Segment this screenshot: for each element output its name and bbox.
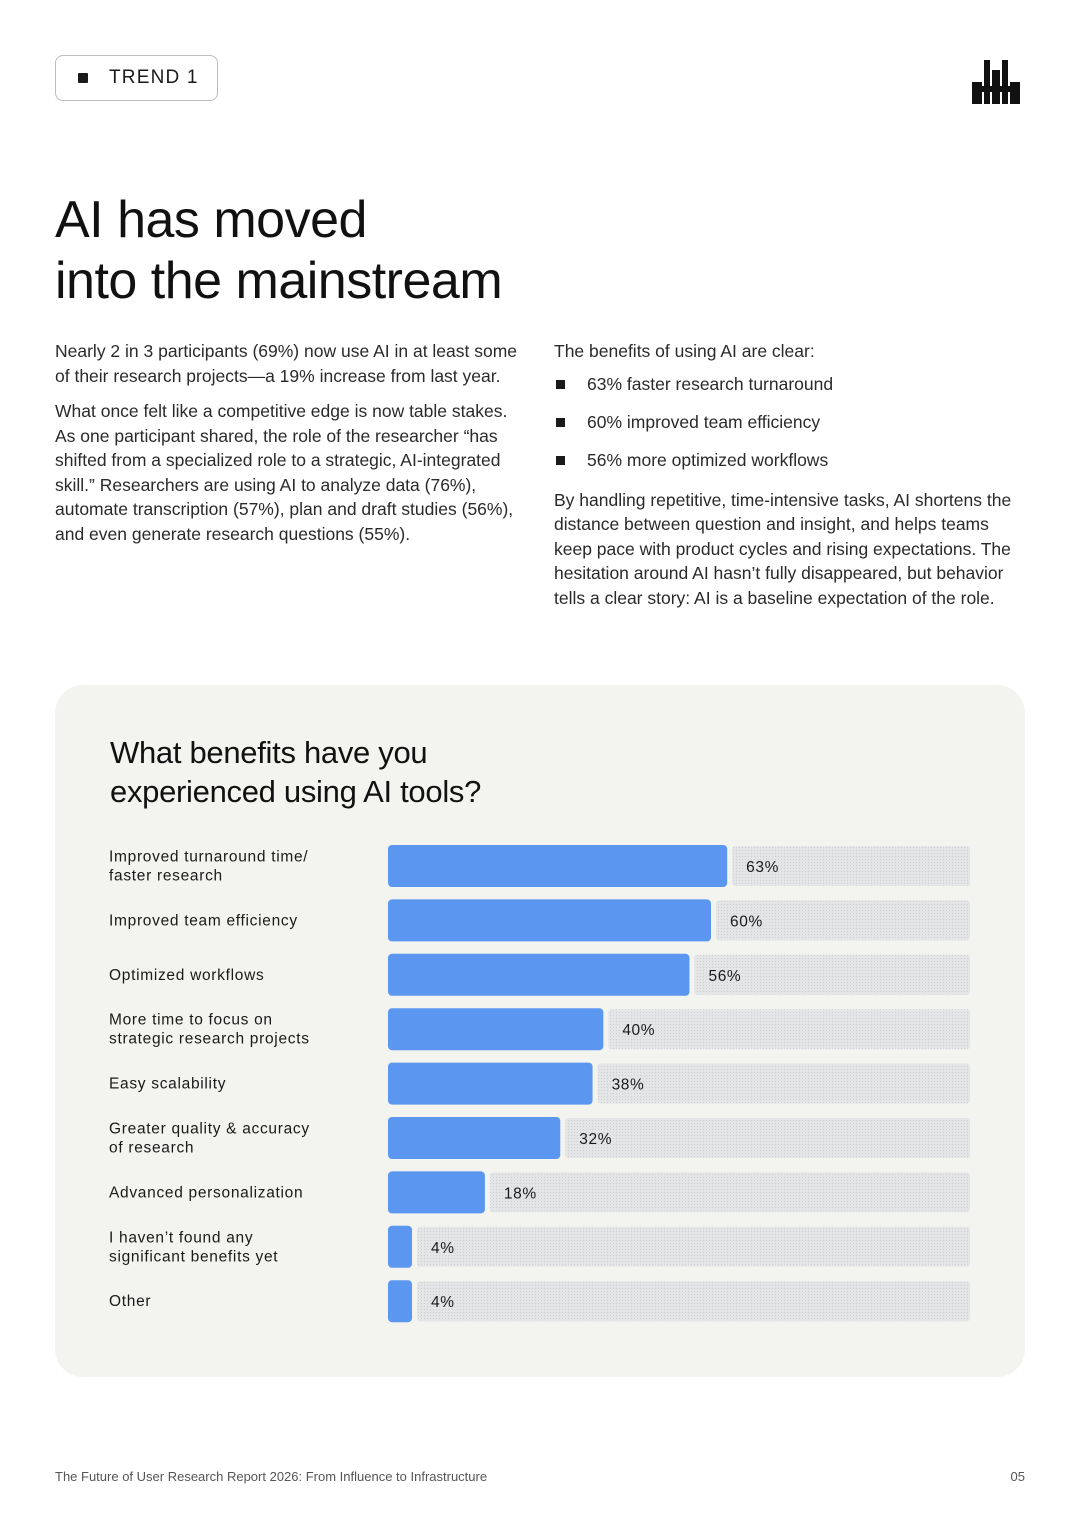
data-label: 56%: [708, 968, 741, 985]
bar-remainder: [489, 1172, 970, 1213]
category-label-line: Greater quality & accuracy: [109, 1121, 310, 1138]
category-label: Easy scalability: [109, 1076, 226, 1093]
benefits-list: 63% faster research turnaround 60% impro…: [554, 366, 1029, 480]
data-label: 60%: [730, 913, 763, 930]
bar-remainder: [732, 846, 970, 886]
bar-chart: 63% Improved turnaround time/faster resea…: [109, 845, 970, 1323]
data-label: 32%: [579, 1131, 612, 1148]
category-label: Optimized workflows: [109, 967, 264, 984]
bar: [388, 1225, 412, 1268]
left-paragraph-2: What once felt like a competitive edge i…: [55, 401, 514, 544]
bar-remainder: [597, 1063, 970, 1104]
category-label-line: Improved team efficiency: [109, 912, 298, 929]
data-label: 38%: [612, 1077, 645, 1094]
category-label-line: Optimized workflows: [109, 967, 264, 984]
list-item: 56% more optimized workflows: [554, 442, 1029, 480]
bar: [388, 1008, 604, 1051]
bar-remainder: [565, 1118, 970, 1158]
square-bullet-icon: [556, 418, 565, 427]
footer-page-number: 05: [1010, 1469, 1025, 1484]
right-column: The benefits of using AI are clear: 63% …: [554, 339, 1029, 621]
bar: [388, 845, 728, 887]
left-paragraph-1: Nearly 2 in 3 participants (69%) now use…: [55, 341, 518, 386]
bar: [388, 1171, 485, 1214]
category-label-line: of research: [109, 1140, 194, 1157]
chart-title: What benefits have you experienced using…: [110, 733, 610, 811]
bar-remainder: [417, 1281, 970, 1322]
data-label: 4%: [431, 1240, 455, 1257]
list-item: 63% faster research turnaround: [554, 366, 1029, 404]
category-label: Improved team efficiency: [109, 912, 298, 929]
square-bullet-icon: [78, 73, 88, 83]
chart-card: What benefits have you experienced using…: [55, 685, 1025, 1377]
bar-cluster-logo-icon: [972, 60, 1020, 104]
data-label: 63%: [746, 859, 779, 876]
headline-line-1: AI has moved: [55, 191, 367, 249]
bullet-text: 60% improved team efficiency: [587, 412, 821, 433]
bullet-text: 56% more optimized workflows: [587, 450, 829, 471]
data-label: 40%: [622, 1022, 655, 1039]
category-label-line: significant benefits yet: [109, 1248, 278, 1265]
trend-label: TREND 1: [109, 67, 199, 88]
bar: [388, 899, 712, 942]
left-column: Nearly 2 in 3 participants (69%) now use…: [55, 339, 520, 557]
bar: [388, 1280, 412, 1323]
bullet-text: 63% faster research turnaround: [587, 374, 834, 395]
bar-remainder: [608, 1009, 970, 1050]
chart-title-line-1: What benefits have you: [110, 735, 428, 770]
bar: [388, 1062, 593, 1105]
right-closing: By handling repetitive, time-intensive t…: [554, 489, 1012, 608]
bar: [388, 953, 690, 996]
square-bullet-icon: [556, 456, 565, 465]
category-label: Improved turnaround time/faster research: [109, 849, 308, 885]
trend-badge: TREND 1: [55, 55, 218, 101]
category-label-line: I haven’t found any: [109, 1229, 253, 1246]
category-label-line: Easy scalability: [109, 1076, 226, 1093]
category-label-line: Advanced personalization: [109, 1184, 303, 1201]
category-label-line: Improved turnaround time/: [109, 849, 308, 866]
category-label: Other: [109, 1293, 151, 1310]
bar-remainder: [694, 954, 970, 995]
bar: [388, 1117, 561, 1159]
category-label-line: More time to focus on: [109, 1012, 273, 1029]
category-label-line: Other: [109, 1293, 151, 1310]
data-label: 18%: [504, 1185, 537, 1202]
category-label-line: strategic research projects: [109, 1031, 310, 1048]
category-label: Advanced personalization: [109, 1184, 303, 1201]
right-intro: The benefits of using AI are clear:: [554, 341, 815, 361]
headline-line-2: into the mainstream: [55, 252, 503, 310]
list-item: 60% improved team efficiency: [554, 404, 1029, 442]
category-label: Greater quality & accuracy of research: [109, 1121, 310, 1157]
category-label: I haven’t found any significant benefits …: [109, 1229, 278, 1265]
bar-remainder: [417, 1226, 970, 1267]
footer-report-title: The Future of User Research Report 2026:…: [55, 1469, 488, 1484]
square-bullet-icon: [556, 380, 565, 389]
page-headline: AI has moved into the mainstream: [55, 190, 655, 312]
chart-title-line-2: experienced using AI tools?: [110, 774, 482, 809]
category-label-line: faster research: [109, 868, 223, 885]
category-label: More time to focus on strategic research …: [109, 1012, 310, 1048]
data-label: 4%: [431, 1294, 455, 1311]
bar-remainder: [716, 900, 970, 941]
